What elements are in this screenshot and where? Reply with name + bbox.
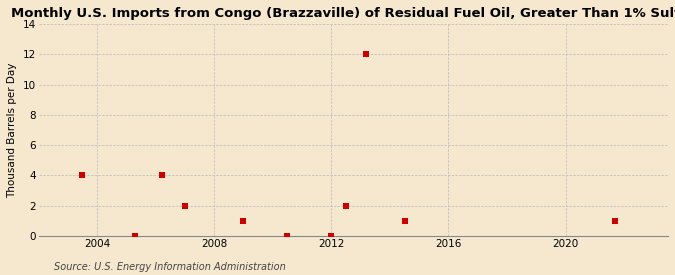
Point — [238, 219, 249, 223]
Y-axis label: Thousand Barrels per Day: Thousand Barrels per Day — [7, 62, 17, 198]
Point — [361, 52, 372, 56]
Point — [156, 173, 167, 178]
Point — [326, 234, 337, 238]
Point — [610, 219, 621, 223]
Title: Monthly U.S. Imports from Congo (Brazzaville) of Residual Fuel Oil, Greater Than: Monthly U.S. Imports from Congo (Brazzav… — [11, 7, 675, 20]
Point — [399, 219, 410, 223]
Point — [282, 234, 293, 238]
Point — [130, 234, 140, 238]
Point — [341, 204, 352, 208]
Text: Source: U.S. Energy Information Administration: Source: U.S. Energy Information Administ… — [54, 262, 286, 272]
Point — [77, 173, 88, 178]
Point — [180, 204, 190, 208]
